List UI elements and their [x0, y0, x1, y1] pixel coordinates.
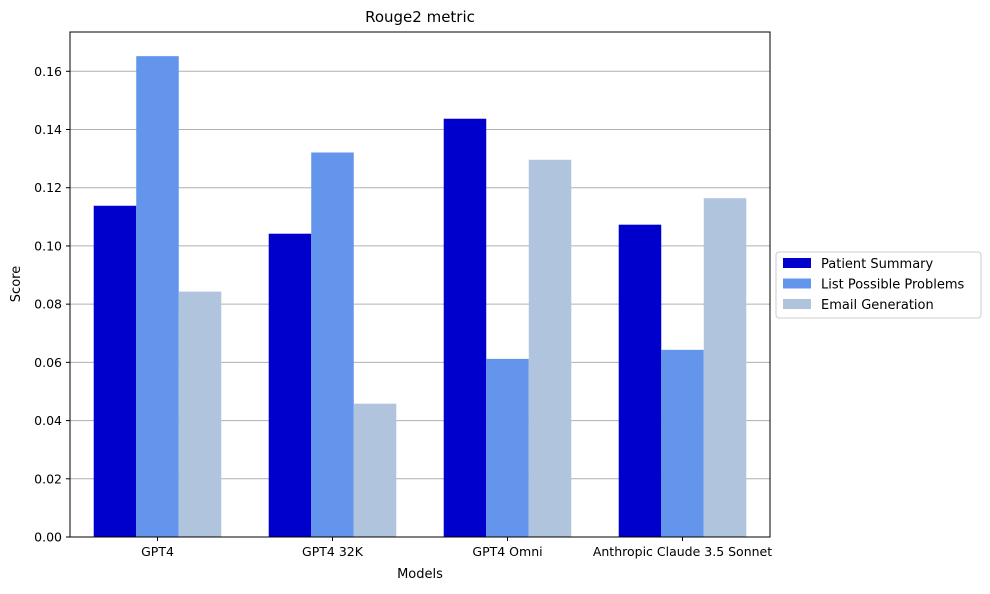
bar [443, 118, 487, 537]
y-tick-label: 0.14 [34, 122, 62, 137]
legend-swatch [783, 278, 811, 289]
bar [486, 358, 529, 537]
legend: Patient Summary List Possible Problems Ema… [775, 251, 982, 319]
bar [703, 198, 747, 537]
legend-box [775, 251, 982, 319]
y-tick-label: 0.04 [34, 413, 62, 428]
y-tick-label: 0.10 [34, 238, 62, 253]
x-axis-label: Models [397, 567, 443, 582]
y-tick-label: 0.08 [34, 297, 62, 312]
y-tick-label: 0.00 [34, 530, 62, 545]
y-tick-label: 0.06 [34, 355, 62, 370]
bar [528, 159, 572, 538]
bar [136, 56, 179, 537]
legend-label: List Possible Problems [821, 278, 964, 293]
x-tick-label: GPT4 [141, 544, 174, 559]
x-tick-label: GPT4 Omni [472, 544, 542, 559]
y-tick-label: 0.16 [34, 64, 62, 79]
legend-swatch [783, 258, 811, 268]
bar [661, 349, 704, 537]
chart-title: Rouge2 metric [365, 8, 475, 26]
bars [93, 56, 747, 538]
bar [178, 291, 222, 537]
y-axis-label: Score [9, 266, 24, 302]
x-axis: GPT4 GPT4 32K GPT4 Omni Anthropic Claude 3.… [141, 537, 772, 559]
legend-swatch [783, 299, 811, 309]
bar [93, 205, 137, 537]
bar [618, 224, 662, 537]
y-tick-label: 0.02 [34, 471, 62, 486]
legend-label: Email Generation [821, 298, 934, 313]
x-tick-label: Anthropic Claude 3.5 Sonnet [593, 544, 772, 559]
y-axis: 0.00 0.02 0.04 0.06 0.08 0.10 0.12 0.14 0.16 [34, 64, 70, 545]
bar [353, 403, 397, 537]
bar [311, 152, 354, 537]
y-tick-label: 0.12 [34, 180, 62, 195]
x-tick-label: GPT4 32K [302, 544, 364, 559]
plot-frame [69, 31, 771, 538]
legend-label: Patient Summary [821, 257, 934, 272]
bar [268, 233, 312, 538]
